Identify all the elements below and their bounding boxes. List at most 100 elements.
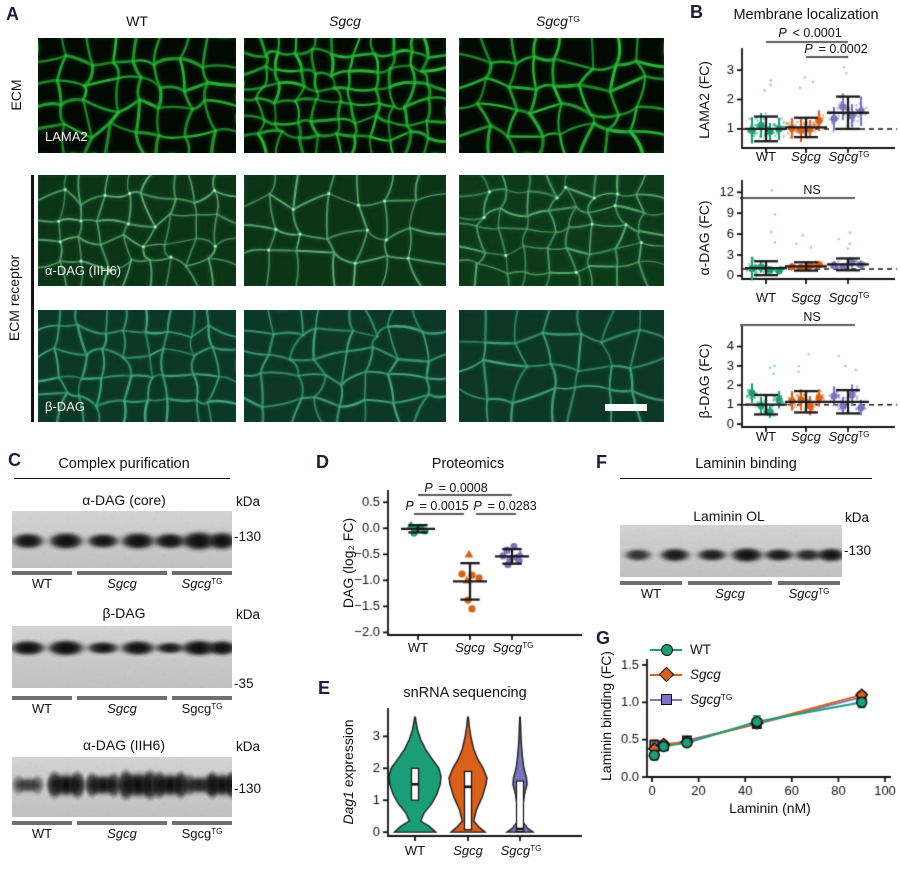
micrograph-adag-sgcgtg: [459, 175, 664, 286]
adag-xtick-sgcgtg: SgcgTG: [828, 290, 870, 305]
mw-marker-130-f: -130: [844, 543, 872, 558]
laminin-x-axis-label: Laminin (nM): [729, 800, 811, 816]
lane-group-bar: [12, 571, 72, 575]
kda-label-1: kDa: [236, 494, 261, 509]
pvalue-proteomics-1: P = 0.0008: [424, 481, 488, 495]
western-blot-adag-iih6: [12, 757, 232, 817]
dag1-violin-plot: [338, 702, 586, 854]
panel-c-title: Complex purification: [58, 456, 190, 472]
scale-bar: [605, 404, 647, 411]
panel-c-title-rule: [14, 478, 230, 479]
proteomics-scatter: [338, 476, 586, 644]
bdag-xtick-sgcgtg: SgcgTG: [828, 429, 870, 444]
row-label-ecm-receptor: ECM receptor: [6, 254, 22, 342]
lane-group-bar: [620, 581, 682, 585]
micrograph-lama2-wt: [38, 38, 236, 153]
mw-marker-35: -35: [234, 676, 254, 691]
violin-xtick-sgcgtg: SgcgTG: [500, 843, 542, 858]
ns-bdag: NS: [803, 310, 821, 324]
blot3-group-sgcgtg: SgcgTG: [181, 826, 223, 841]
adag-dotplot: [688, 168, 900, 308]
pvalue-proteomics-2: P = 0.0015: [405, 499, 469, 513]
panel-e-title: snRNA sequencing: [403, 685, 527, 701]
blot2-group-wt: WT: [31, 701, 53, 716]
kda-label-f: kDa: [845, 510, 870, 525]
panel-b-title: Membrane localization: [733, 7, 879, 23]
proteomics-xtick-sgcg: Sgcg: [455, 640, 485, 655]
blot3-group-sgcg: Sgcg: [107, 826, 137, 841]
laminin-overlay-blot: [620, 525, 842, 577]
blot-name-bdag: β-DAG: [102, 605, 146, 621]
bdag-dotplot: [688, 312, 900, 454]
lane-group-bar: [172, 821, 232, 825]
col-header-wt: WT: [126, 13, 148, 29]
micrograph-adag-sgcg: [244, 175, 446, 286]
blot-name-adag-core: α-DAG (core): [82, 492, 166, 508]
blotf-group-wt: WT: [640, 586, 662, 601]
blot1-group-sgcgtg: SgcgTG: [181, 576, 223, 591]
mw-marker-130-2: -130: [234, 781, 262, 796]
lane-group-bar: [778, 581, 840, 585]
bdag-y-axis-label: β-DAG (FC): [696, 343, 712, 419]
blot-name-adag-iih6: α-DAG (IIH6): [83, 737, 165, 753]
lama2-xtick-wt: WT: [755, 149, 777, 164]
micrograph-adag-wt: [38, 175, 236, 286]
blot-name-laminin-ol: Laminin OL: [693, 508, 765, 524]
violin-y-axis-label: Dag1 expression: [340, 719, 356, 825]
micrograph-bdag-sgcgtg: [459, 310, 664, 422]
panel-d-label: D: [316, 452, 329, 472]
blotf-group-sgcg: Sgcg: [715, 586, 745, 601]
ns-adag: NS: [803, 183, 821, 197]
adag-y-axis-label: α-DAG (FC): [696, 200, 712, 276]
panel-f-label: F: [596, 452, 607, 472]
pvalue-lama2-1: P < 0.0001: [778, 26, 842, 40]
kda-label-2: kDa: [236, 607, 261, 622]
blot1-group-sgcg: Sgcg: [107, 576, 137, 591]
legend-label-sgcg: Sgcg: [690, 667, 721, 682]
panel-e-label: E: [318, 678, 331, 698]
laminin-y-axis-label: Laminin binding (FC): [598, 651, 614, 781]
western-blot-bdag: [12, 626, 232, 688]
laminin-binding-line-chart: [596, 638, 900, 823]
bdag-xtick-wt: WT: [755, 429, 777, 444]
panel-f-title: Laminin binding: [695, 456, 797, 472]
stain-label-bdag: β-DAG: [45, 399, 85, 414]
adag-xtick-wt: WT: [755, 290, 777, 305]
violin-xtick-wt: WT: [404, 843, 426, 858]
blot3-group-wt: WT: [31, 826, 53, 841]
lama2-y-axis-label: LAMA2 (FC): [696, 61, 712, 139]
kda-label-3: kDa: [236, 739, 261, 754]
blot2-group-sgcg: Sgcg: [107, 701, 137, 716]
legend-label-sgcgtg: SgcgTG: [690, 691, 733, 707]
violin-xtick-sgcg: Sgcg: [453, 843, 483, 858]
lama2-xtick-sgcg: Sgcg: [791, 149, 821, 164]
stain-label-adag: α-DAG (IIH6): [45, 263, 122, 278]
col-header-sgcg: Sgcg: [329, 13, 361, 29]
blot2-group-sgcgtg: SgcgTG: [181, 701, 223, 716]
micrograph-bdag-sgcg: [244, 310, 446, 422]
western-blot-adag-core: [12, 511, 232, 568]
lane-group-bar: [12, 821, 72, 825]
adag-xtick-sgcg: Sgcg: [791, 290, 821, 305]
micrograph-lama2-sgcg: [244, 38, 446, 153]
proteomics-xtick-sgcgtg: SgcgTG: [492, 640, 534, 655]
col-header-sgcgtg: SgcgTG: [536, 13, 580, 29]
blotf-group-sgcgtg: SgcgTG: [788, 586, 830, 601]
bdag-xtick-sgcg: Sgcg: [791, 429, 821, 444]
lane-group-bar: [77, 696, 167, 700]
lane-group-bar: [172, 696, 232, 700]
pvalue-proteomics-3: P = 0.0283: [473, 499, 537, 513]
lama2-dotplot: [688, 24, 900, 170]
lane-group-bar: [172, 571, 232, 575]
legend-marker-sgcgtg-square: [661, 694, 672, 705]
legend-marker-wt-circle: [661, 644, 673, 656]
row-label-ecm: ECM: [8, 79, 24, 111]
lane-group-bar: [77, 571, 167, 575]
ecm-receptor-bracket: [31, 175, 34, 422]
panel-a-label: A: [6, 4, 19, 24]
lane-group-bar: [688, 581, 772, 585]
lane-group-bar: [77, 821, 167, 825]
panel-d-title: Proteomics: [431, 456, 505, 472]
lane-group-bar: [12, 696, 72, 700]
